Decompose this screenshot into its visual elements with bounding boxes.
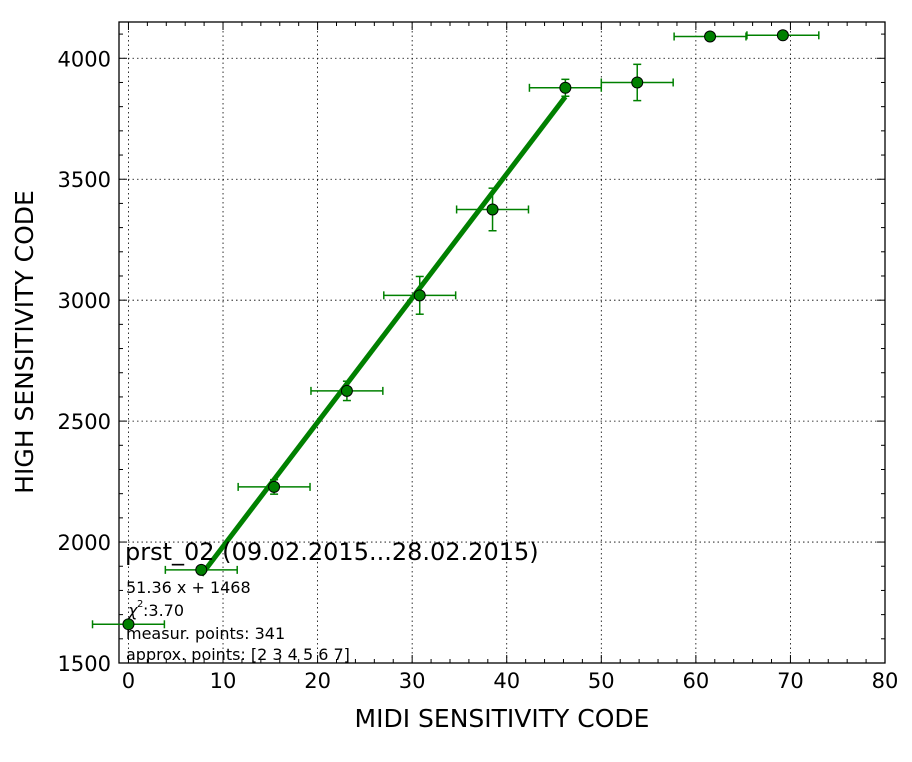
axis-ticks xyxy=(119,22,886,664)
x-tick-label: 50 xyxy=(588,669,615,693)
fit-line xyxy=(199,95,568,577)
x-tick-label: 10 xyxy=(210,669,237,693)
y-tick-label: 2500 xyxy=(58,410,111,434)
x-tick-label: 70 xyxy=(777,669,804,693)
x-tick-label: 30 xyxy=(399,669,426,693)
x-tick-label: 0 xyxy=(122,669,135,693)
data-point xyxy=(195,563,208,576)
y-tick-label: 1500 xyxy=(58,652,111,676)
annotation-title: prst_02 (09.02.2015...28.02.2015) xyxy=(125,538,539,566)
annotation-points: measur. points: 341 xyxy=(126,624,285,643)
annotation-chi-symbol: χ xyxy=(127,601,138,620)
y-tick-label: 2000 xyxy=(58,531,111,555)
data-point xyxy=(268,480,281,493)
annotation-chi-value: :3.70 xyxy=(143,601,184,620)
annotation-equation: 51.36 x + 1468 xyxy=(126,578,251,597)
plot-area-frame xyxy=(118,21,886,664)
y-axis-label: HIGH SENSITIVITY CODE xyxy=(10,190,39,494)
grid-lines xyxy=(119,22,886,664)
data-point xyxy=(559,81,572,94)
data-point xyxy=(704,30,717,43)
annotation-chi-superscript: 2 xyxy=(137,599,143,610)
x-tick-label: 40 xyxy=(493,669,520,693)
x-tick-label: 60 xyxy=(682,669,709,693)
data-point xyxy=(340,384,353,397)
data-point xyxy=(122,618,135,631)
data-point xyxy=(413,289,426,302)
data-point xyxy=(486,203,499,216)
y-tick-label: 4000 xyxy=(58,47,111,71)
y-tick-label: 3500 xyxy=(58,168,111,192)
x-axis-label: MIDI SENSITIVITY CODE xyxy=(355,704,650,733)
y-tick-label: 3000 xyxy=(58,289,111,313)
x-tick-label: 20 xyxy=(304,669,331,693)
annotation-approx: approx. points: [2 3 4 5 6 7] xyxy=(126,645,350,664)
data-point xyxy=(776,29,789,42)
x-tick-label: 80 xyxy=(872,669,899,693)
data-point xyxy=(631,76,644,89)
data-markers xyxy=(122,29,789,631)
tick-labels: 0 10 20 30 40 50 60 70 80 1500 2000 2500 3000 3500 400… xyxy=(58,47,899,693)
fit-annotation: prst_02 (09.02.2015...28.02.2015) 51.36 … xyxy=(125,538,539,664)
